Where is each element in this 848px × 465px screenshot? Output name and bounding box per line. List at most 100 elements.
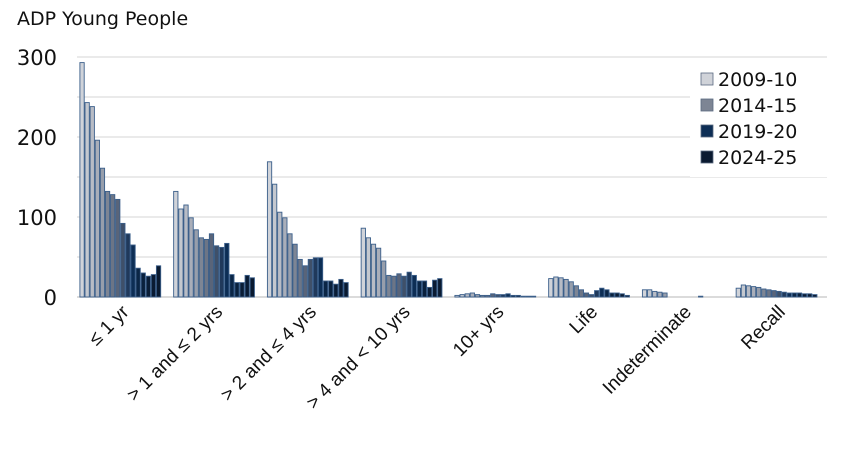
bars (79, 62, 818, 298)
x-tick-label: ≤ 1 yr (85, 301, 134, 350)
bar (110, 194, 116, 298)
bar (781, 291, 787, 298)
legend-swatch (700, 124, 714, 138)
bar (249, 277, 255, 298)
y-tick-label: 100 (17, 206, 57, 230)
y-tick-label: 0 (44, 286, 57, 310)
bar (312, 257, 319, 298)
legend-label: 2014-15 (718, 95, 797, 117)
x-tick-label: > 2 and ≤ 4 yrs (217, 302, 321, 406)
bar (459, 294, 465, 298)
bar (495, 294, 501, 298)
bar (365, 237, 372, 298)
bar (614, 292, 620, 298)
bar (812, 294, 818, 298)
bar (563, 278, 569, 298)
bar (376, 247, 382, 298)
bar (745, 285, 752, 298)
bar (740, 284, 747, 298)
bar (79, 62, 85, 298)
bar (89, 106, 95, 298)
bar (370, 243, 377, 298)
x-tick-label: 10+ yrs (449, 302, 508, 361)
bar (391, 275, 397, 298)
bar (568, 281, 574, 298)
bar (198, 237, 204, 298)
bar (490, 293, 496, 298)
bar (104, 190, 111, 298)
bar (203, 238, 210, 298)
bar (662, 292, 668, 298)
bar (624, 294, 630, 298)
bar (239, 282, 245, 298)
bar (583, 292, 590, 298)
bar-group (79, 62, 162, 298)
bar (406, 271, 412, 298)
bar (219, 246, 225, 298)
bar (208, 233, 215, 298)
bar (135, 267, 141, 298)
bar (99, 167, 106, 298)
bar (589, 294, 595, 298)
x-axis: ≤ 1 yr> 1 and ≤ 2 yrs> 2 and ≤ 4 yrs> 4 … (85, 301, 790, 413)
bar (735, 287, 741, 298)
bar (381, 260, 387, 298)
bar (188, 217, 194, 298)
bar (120, 222, 126, 298)
bar (94, 139, 100, 298)
bar (505, 293, 511, 298)
bar (520, 295, 526, 298)
bar (525, 295, 532, 298)
legend-swatch (700, 150, 714, 164)
bar (224, 242, 230, 298)
bar (437, 278, 443, 298)
bar (282, 217, 288, 298)
bar (807, 293, 813, 298)
bar (432, 279, 438, 298)
y-tick-label: 300 (17, 46, 57, 70)
x-tick-label: Life (566, 302, 603, 339)
x-tick-label: > 4 and < 10 yrs (303, 302, 415, 414)
bar (307, 258, 313, 298)
bar (530, 295, 537, 298)
bar (323, 280, 329, 298)
bar (594, 290, 600, 298)
bar (698, 295, 704, 298)
bar-group (641, 289, 704, 298)
bar (411, 274, 417, 298)
bar (266, 161, 273, 298)
bar (140, 272, 146, 298)
bar (485, 294, 491, 298)
bar (173, 190, 179, 298)
bar (386, 274, 392, 298)
legend-label: 2019-20 (718, 121, 797, 143)
bar-group (360, 227, 443, 298)
bar (183, 204, 189, 298)
bar (178, 208, 184, 298)
bar (464, 293, 470, 298)
bar (599, 287, 605, 298)
bar (766, 289, 772, 298)
bar (328, 280, 334, 298)
bar (234, 282, 240, 298)
legend-label: 2024-25 (718, 147, 797, 169)
bar (416, 280, 423, 298)
bar (647, 289, 653, 298)
bar (244, 274, 250, 298)
bar (427, 286, 433, 298)
bar (297, 258, 303, 298)
bar (578, 289, 585, 298)
bar (791, 292, 798, 298)
bar (751, 286, 757, 298)
bar-group (266, 161, 349, 298)
y-axis: 0 100 200 300 (17, 46, 57, 310)
bar (130, 244, 136, 298)
bar (333, 283, 339, 298)
bar (277, 211, 283, 298)
bar (272, 183, 278, 298)
bar (360, 227, 366, 298)
bar (115, 198, 121, 298)
bar-group (454, 292, 537, 298)
bar (558, 277, 564, 298)
